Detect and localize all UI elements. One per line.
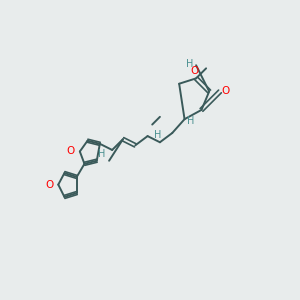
Text: H: H xyxy=(98,149,105,159)
Text: H: H xyxy=(154,130,161,140)
Text: O: O xyxy=(46,180,54,190)
Text: O: O xyxy=(190,66,199,76)
Text: H: H xyxy=(186,59,194,70)
Text: O: O xyxy=(221,86,230,96)
Text: O: O xyxy=(67,146,75,157)
Text: H: H xyxy=(187,116,194,126)
